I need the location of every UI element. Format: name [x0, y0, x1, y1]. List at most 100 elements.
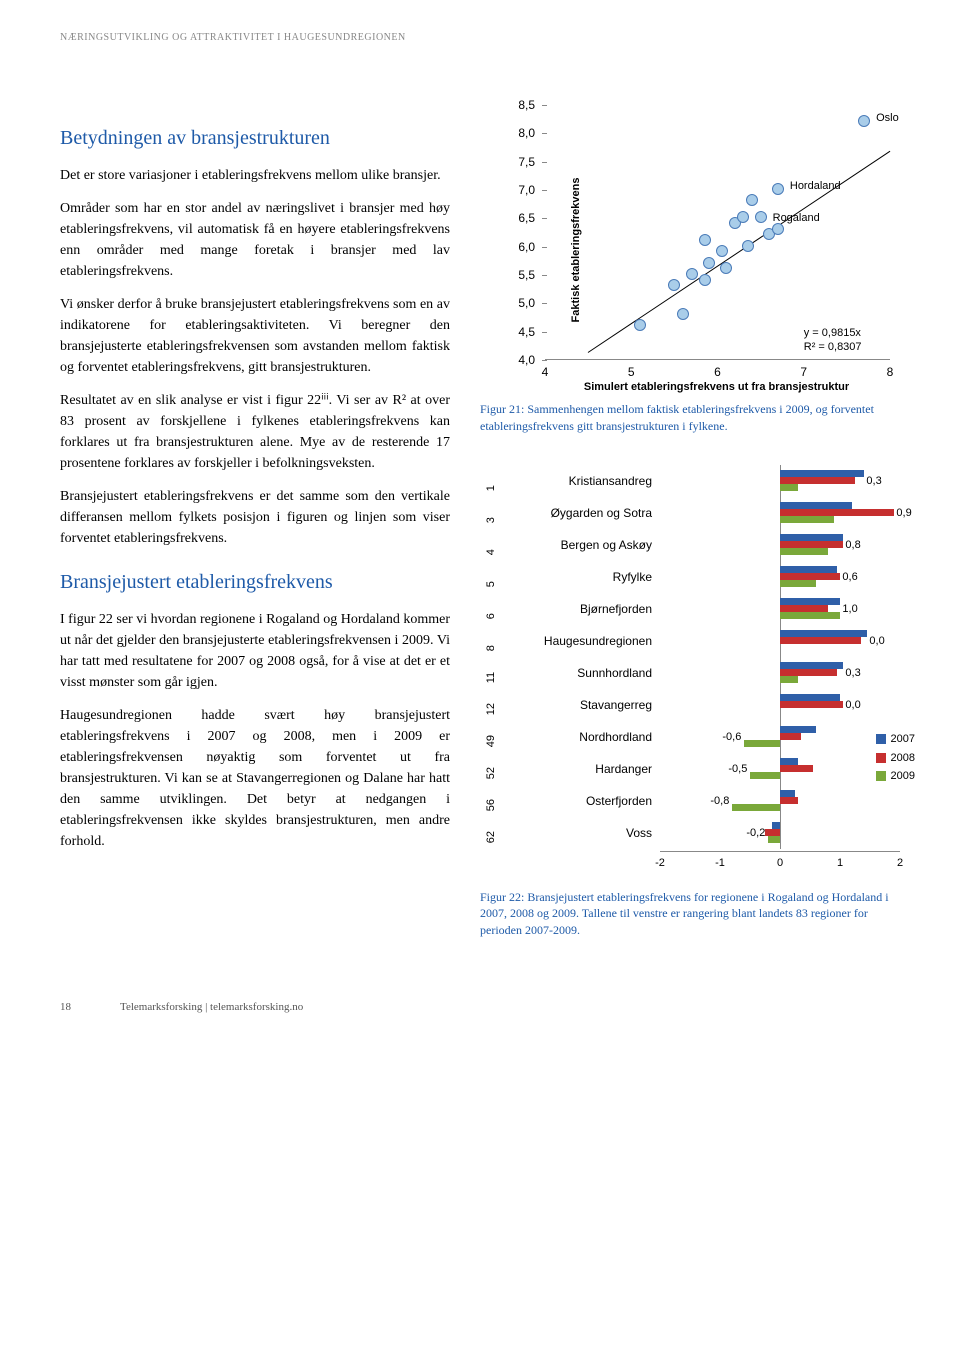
bar-row: 4Bergen og Askøy 0,8: [480, 529, 900, 561]
legend-label: 2008: [891, 750, 915, 767]
bar-segment-2007: [780, 534, 843, 541]
bar-label: Stavangerreg: [502, 696, 660, 714]
scatter-x-tick: 7: [800, 363, 807, 381]
bar-row: 8Haugesundregionen0,0: [480, 625, 900, 657]
bar-segment-2009: [744, 740, 780, 747]
paragraph: I figur 22 ser vi hvordan regionene i Ro…: [60, 609, 450, 693]
bar-rank: 4: [483, 534, 500, 556]
bar-rank: 5: [483, 566, 500, 588]
bar-segment-2008: [780, 797, 798, 804]
bar-label: Voss: [502, 824, 660, 842]
bar-segment-2008: [780, 733, 801, 740]
scatter-y-tick: 4,0: [480, 351, 535, 369]
bar-label: Bergen og Askøy: [502, 536, 660, 554]
legend-label: 2009: [891, 768, 915, 785]
scatter-point: [677, 308, 689, 320]
paragraph: Resultatet av en slik analyse er vist i …: [60, 390, 450, 474]
scatter-point: [772, 183, 784, 195]
bar-segment-2009: [750, 772, 780, 779]
bar-segment-2008: [780, 669, 837, 676]
scatter-chart: Faktisk etableringsfrekvens RogalandHord…: [480, 105, 900, 395]
bar-area: 0,3: [660, 465, 900, 497]
bar-area: 0,8: [660, 529, 900, 561]
bar-value-label: 0,0: [845, 696, 860, 713]
bar-value-label: -0,2: [746, 824, 765, 841]
bar-row: 3Øygarden og Sotra0,9: [480, 497, 900, 529]
scatter-y-tick: 6,5: [480, 209, 535, 227]
scatter-point: [716, 245, 728, 257]
bar-area: 0,9: [660, 497, 900, 529]
bar-rank: 3: [483, 502, 500, 524]
figure-21-caption: Figur 21: Sammenhengen mellom faktisk et…: [480, 401, 900, 435]
bar-label: Bjørnefjorden: [502, 600, 660, 618]
bar-segment-2009: [780, 676, 798, 683]
bar-segment-2007: [780, 566, 837, 573]
scatter-point: [737, 211, 749, 223]
paragraph: Haugesundregionen hadde svært høy bransj…: [60, 705, 450, 852]
bar-x-tick: 2: [897, 855, 903, 872]
bar-segment-2008: [780, 541, 843, 548]
paragraph: Vi ønsker derfor å bruke bransjejustert …: [60, 294, 450, 378]
legend-item: 2007: [876, 731, 915, 748]
page-header: NÆRINGSUTVIKLING OG ATTRAKTIVITET I HAUG…: [60, 30, 900, 45]
bar-area: 0,0: [660, 625, 900, 657]
scatter-y-tick: 7,0: [480, 181, 535, 199]
bar-row: 1Kristiansandreg0,3: [480, 465, 900, 497]
scatter-point-label: Hordaland: [790, 178, 841, 195]
scatter-x-tick: 6: [714, 363, 721, 381]
bar-rank: 12: [483, 694, 500, 716]
bar-value-label: 1,0: [842, 600, 857, 617]
page-number: 18: [60, 999, 80, 1016]
main-content: Betydningen av bransjestrukturen Det er …: [60, 105, 900, 939]
bar-segment-2008: [780, 477, 855, 484]
paragraph: Bransjejustert etableringsfrekvens er de…: [60, 486, 450, 549]
bar-area: -0,5: [660, 753, 900, 785]
bar-label: Osterfjorden: [502, 792, 660, 810]
bar-rank: 6: [483, 598, 500, 620]
bar-row: 11Sunnhordland0,3: [480, 657, 900, 689]
bar-segment-2008: [780, 765, 813, 772]
bar-row: 12Stavangerreg 0,0: [480, 689, 900, 721]
bar-segment-2007: [780, 502, 852, 509]
bar-row: 52Hardanger-0,5: [480, 753, 900, 785]
right-column: Faktisk etableringsfrekvens RogalandHord…: [480, 105, 900, 939]
legend-label: 2007: [891, 731, 915, 748]
scatter-chart-wrap: Faktisk etableringsfrekvens RogalandHord…: [480, 105, 900, 435]
bar-row: 5Ryfylke0,6: [480, 561, 900, 593]
footer-text: Telemarksforsking | telemarksforsking.no: [120, 999, 303, 1016]
bar-value-label: 0,0: [869, 632, 884, 649]
scatter-y-tick: 7,5: [480, 153, 535, 171]
bar-area: 0,3: [660, 657, 900, 689]
legend-item: 2009: [876, 768, 915, 785]
bar-legend: 2007 20082009: [876, 731, 915, 787]
scatter-y-tick: 8,5: [480, 96, 535, 114]
scatter-x-tick: 8: [887, 363, 894, 381]
bar-segment-2008: [780, 605, 828, 612]
scatter-y-tick: 4,5: [480, 323, 535, 341]
scatter-point: [720, 262, 732, 274]
bar-segment-2009: [780, 548, 828, 555]
bar-row: 6Bjørnefjorden 1,0: [480, 593, 900, 625]
bar-value-label: -0,8: [710, 792, 729, 809]
scatter-y-tick: 5,0: [480, 294, 535, 312]
bar-value-label: 0,9: [896, 504, 911, 521]
scatter-point: [746, 194, 758, 206]
bar-segment-2008: [765, 829, 780, 836]
bar-segment-2007: [780, 470, 864, 477]
bar-rank: 56: [483, 790, 500, 812]
bar-row: 62Voss -0,2: [480, 817, 900, 849]
bar-segment-2009: [780, 612, 840, 619]
bar-segment-2008: [780, 509, 894, 516]
bar-value-label: 0,8: [845, 536, 860, 553]
bar-area: -0,2: [660, 817, 900, 849]
bar-area: 0,0: [660, 689, 900, 721]
bar-rank: 62: [483, 822, 500, 844]
regression-r2: R² = 0,8307: [804, 340, 862, 354]
regression-eq: y = 0,9815x: [804, 326, 862, 340]
scatter-point: [742, 240, 754, 252]
bar-rank: 1: [483, 470, 500, 492]
scatter-y-tick: 5,5: [480, 266, 535, 284]
page-footer: 18 Telemarksforsking | telemarksforsking…: [60, 999, 900, 1016]
bar-x-tick: 0: [777, 855, 783, 872]
scatter-point: [699, 274, 711, 286]
